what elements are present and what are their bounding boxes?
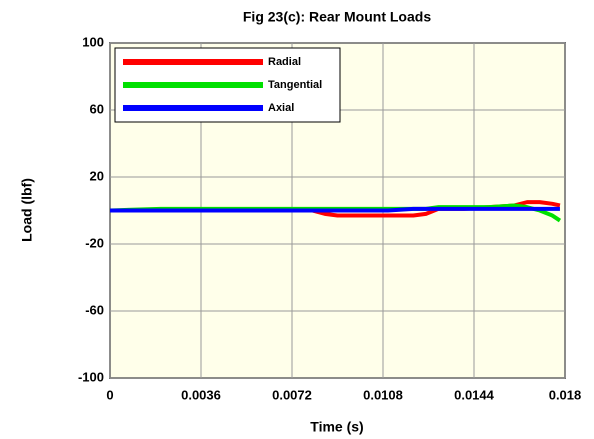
y-axis-label: Load (lbf): [19, 178, 35, 242]
y-tick-label: 20: [90, 168, 104, 183]
x-tick-label: 0: [106, 387, 113, 402]
y-tick-label: -100: [78, 369, 104, 384]
legend-label: Radial: [268, 56, 301, 68]
series-line: [110, 206, 560, 213]
y-tick-label: -20: [85, 235, 104, 250]
x-tick-label: 0.0072: [272, 387, 312, 402]
y-tick-label: -60: [85, 302, 104, 317]
chart-title: Fig 23(c): Rear Mount Loads: [243, 9, 431, 25]
y-tick-label: 100: [82, 34, 104, 49]
legend-label: Tangential: [268, 79, 322, 91]
x-tick-label: 0.0036: [181, 387, 221, 402]
y-tick-label: 60: [90, 101, 104, 116]
x-axis-label: Time (s): [310, 419, 363, 435]
legend-label: Axial: [268, 102, 294, 114]
x-tick-label: 0.018: [549, 387, 582, 402]
x-tick-label: 0.0108: [363, 387, 403, 402]
x-tick-label: 0.0144: [454, 387, 495, 402]
